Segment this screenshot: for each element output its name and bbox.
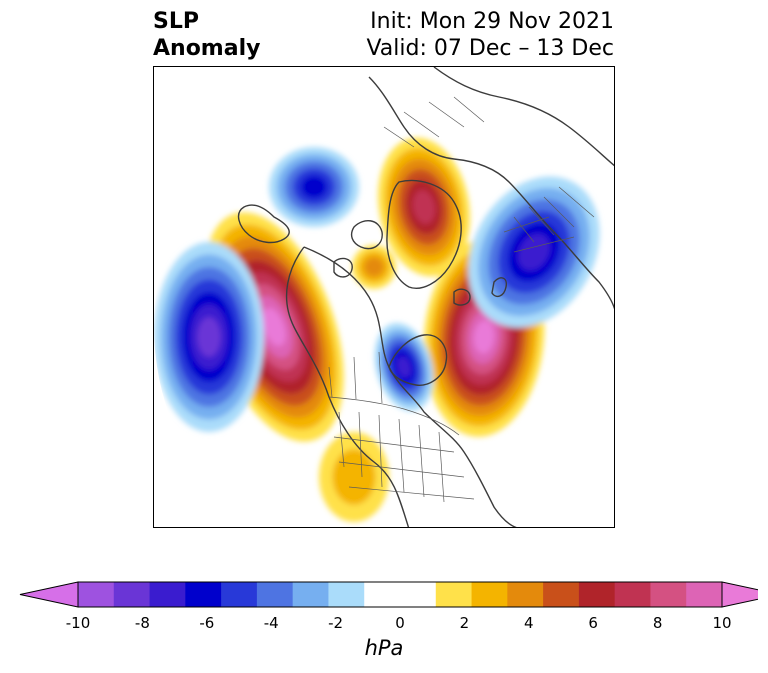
- colorbar-unit: hPa: [364, 636, 404, 660]
- colorbar-cell: [435, 582, 473, 607]
- colorbar-cell: [185, 582, 222, 607]
- borders: [328, 96, 595, 503]
- negative-anomaly-contour: [518, 233, 550, 271]
- colorbar-cell: [400, 582, 437, 607]
- colorbar-tick-label: 0: [395, 614, 405, 632]
- init-date: Init: Mon 29 Nov 2021: [370, 9, 614, 34]
- colorbar-cell: [364, 582, 401, 607]
- arctic-islands: [333, 220, 383, 278]
- colorbar-tick-label: -6: [199, 614, 215, 632]
- alaska-coast: [237, 204, 290, 244]
- colorbar-tick-label: 10: [712, 614, 732, 632]
- colorbar-cell: [614, 582, 651, 607]
- us-canada-border: [328, 396, 460, 436]
- colorbar-cell: [149, 582, 186, 607]
- colorbar-tick-label: -8: [134, 614, 150, 632]
- title-line-1: SLP: [153, 9, 199, 34]
- colorbar-cell: [256, 582, 294, 607]
- anomaly-field: [154, 67, 614, 527]
- colorbar: [19, 581, 758, 608]
- map-title: SLP Anomaly: [153, 8, 260, 62]
- colorbar-cell: [471, 582, 508, 607]
- colorbar-tick-label: 6: [588, 614, 598, 632]
- title-line-2: Anomaly: [153, 36, 261, 61]
- colorbar-cell: [292, 582, 329, 607]
- colorbar-tick-label: -4: [263, 614, 279, 632]
- colorbar-cell: [507, 582, 544, 607]
- positive-anomaly-contour: [332, 449, 376, 505]
- colorbar-cell: [221, 582, 258, 607]
- eurasia-coast: [368, 67, 614, 310]
- colorbar-tick-label: 4: [524, 614, 534, 632]
- colorbar-cell: [113, 582, 151, 607]
- asia-borders: [383, 96, 485, 148]
- negative-anomaly-contour: [197, 317, 221, 357]
- canada-province-borders: [328, 351, 383, 404]
- hudson-bay-coast: [388, 334, 448, 386]
- greenland-coast: [386, 179, 462, 289]
- colorbar-extend-low: [19, 581, 79, 608]
- colorbar-cell: [650, 582, 687, 607]
- colorbar-tick-label: -10: [65, 614, 91, 632]
- negative-anomaly-contour: [396, 356, 412, 378]
- colorbar-cell: [78, 582, 115, 607]
- valid-range: Valid: 07 Dec – 13 Dec: [366, 36, 614, 61]
- colorbar-cell: [328, 582, 365, 607]
- map-canvas: [154, 67, 614, 527]
- europe-borders: [503, 186, 595, 253]
- colorbar-tick-label: 8: [652, 614, 663, 632]
- anomaly-map: [153, 66, 615, 528]
- coastlines: [237, 67, 614, 527]
- positive-anomaly-contour: [364, 257, 384, 277]
- colorbar-tick-label: 2: [459, 614, 470, 632]
- iceland-coast: [453, 288, 471, 306]
- colorbar-cell: [543, 582, 580, 607]
- colorbar-tick-label: -2: [328, 614, 344, 632]
- positive-anomaly-contour: [473, 320, 495, 354]
- colorbar-cell: [686, 582, 723, 607]
- british-isles-coast: [491, 277, 508, 298]
- forecast-info: Init: Mon 29 Nov 2021 Valid: 07 Dec – 13…: [366, 8, 614, 62]
- us-state-borders: [333, 411, 475, 503]
- colorbar-frame: [77, 581, 723, 608]
- positive-anomaly-contour: [262, 307, 286, 347]
- positive-anomaly-contour: [412, 190, 436, 224]
- colorbar-extend-high: [721, 581, 758, 608]
- colorbar-cell: [578, 582, 616, 607]
- negative-anomaly-contour: [301, 175, 327, 199]
